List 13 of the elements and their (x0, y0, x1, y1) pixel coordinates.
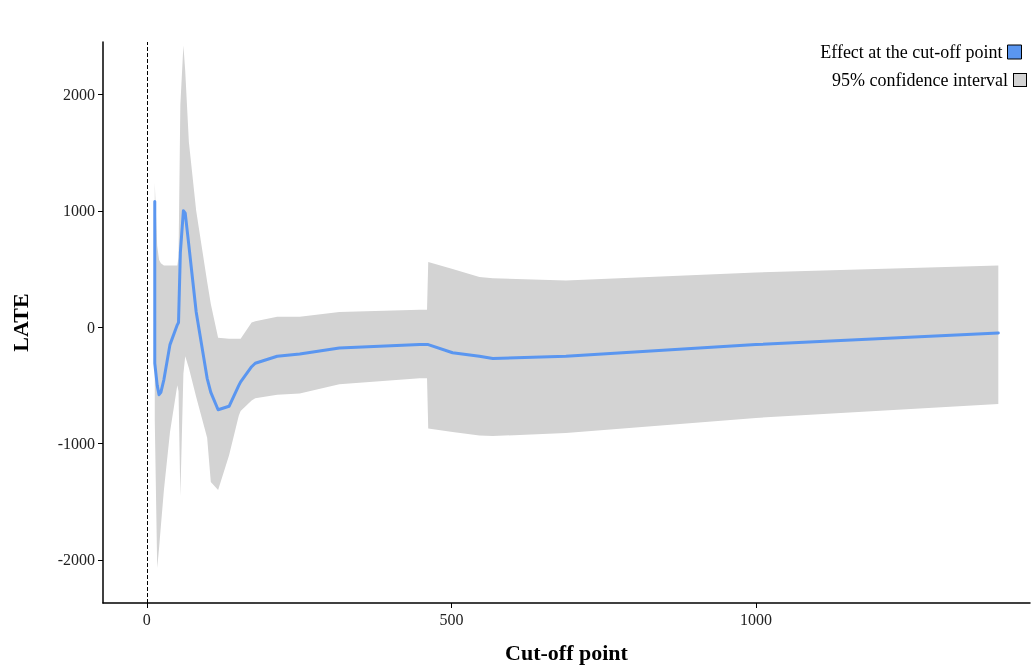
y-tick-label: -1000 (57, 435, 95, 453)
y-tick-label: 2000 (63, 85, 95, 103)
x-tick-label: 500 (439, 610, 464, 628)
y-tick-label: -2000 (57, 551, 95, 569)
y-tick-label: 0 (87, 318, 95, 336)
x-tick-label: 0 (142, 610, 151, 628)
x-axis-title: Cut-off point (505, 639, 629, 665)
x-tick-label: 1000 (739, 610, 772, 628)
annotation: 95% confidence interval (832, 70, 1008, 90)
y-tick-label: 1000 (63, 202, 95, 220)
y-axis-title: LATE (7, 293, 33, 352)
line-series (153, 199, 1000, 412)
legend-label: Effect at the cut-off point (820, 42, 1003, 62)
